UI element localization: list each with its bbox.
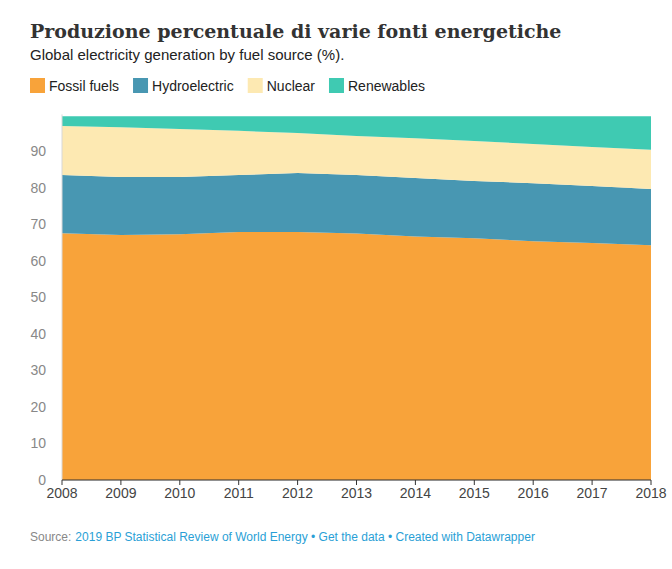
x-tick-label: 2009: [105, 485, 136, 501]
y-tick-label: 40: [30, 326, 46, 342]
x-tick-label: 2010: [164, 485, 195, 501]
areas: [62, 116, 651, 480]
x-tick-label: 2008: [46, 485, 77, 501]
legend: Fossil fuels Hydroelectric Nuclear Renewabl…: [30, 78, 425, 94]
x-tick-label: 2015: [459, 485, 490, 501]
title: Produzione percentuale di varie fonti en…: [30, 20, 561, 42]
area: [62, 116, 651, 150]
y-tick-label: 50: [30, 289, 46, 305]
chart: Produzione percentuale di varie fonti en…: [0, 0, 672, 569]
y-tick-label: 90: [30, 143, 46, 159]
legend-label: Fossil fuels: [49, 78, 119, 94]
x-tick-label: 2014: [400, 485, 431, 501]
legend-label: Renewables: [348, 78, 425, 94]
x-tick-label: 2013: [341, 485, 372, 501]
y-tick-label: 10: [30, 435, 46, 451]
legend-swatch: [248, 78, 263, 93]
x-tick-label: 2018: [635, 485, 666, 501]
y-tick-label: 0: [38, 472, 46, 488]
legend-swatch: [30, 78, 45, 93]
x-tick-label: 2011: [224, 485, 254, 501]
grid: 0 10 20 30 40 50 60 70 80 90: [30, 143, 651, 488]
y-tick-label: 60: [30, 253, 46, 269]
y-tick-label: 30: [30, 362, 46, 378]
area: [62, 232, 651, 480]
subtitle: Global electricity generation by fuel so…: [30, 46, 344, 63]
source-links[interactable]: 2019 BP Statistical Review of World Ener…: [75, 530, 535, 544]
x-tick-label: 2016: [518, 485, 549, 501]
y-tick-label: 70: [30, 216, 46, 232]
legend-label: Nuclear: [267, 78, 316, 94]
legend-swatch: [329, 78, 344, 93]
source-label: Source:: [30, 530, 71, 544]
y-tick-label: 80: [30, 180, 46, 196]
legend-label: Hydroelectric: [152, 78, 234, 94]
x-tick-label: 2017: [577, 485, 608, 501]
y-axis-line: [62, 114, 63, 480]
legend-swatch: [133, 78, 148, 93]
x-tick-label: 2012: [282, 485, 313, 501]
y-tick-label: 20: [30, 399, 46, 415]
x-axis: 2008 2009 2010 2011 2012 2013 2014 2015 2016 2017…: [46, 480, 666, 501]
